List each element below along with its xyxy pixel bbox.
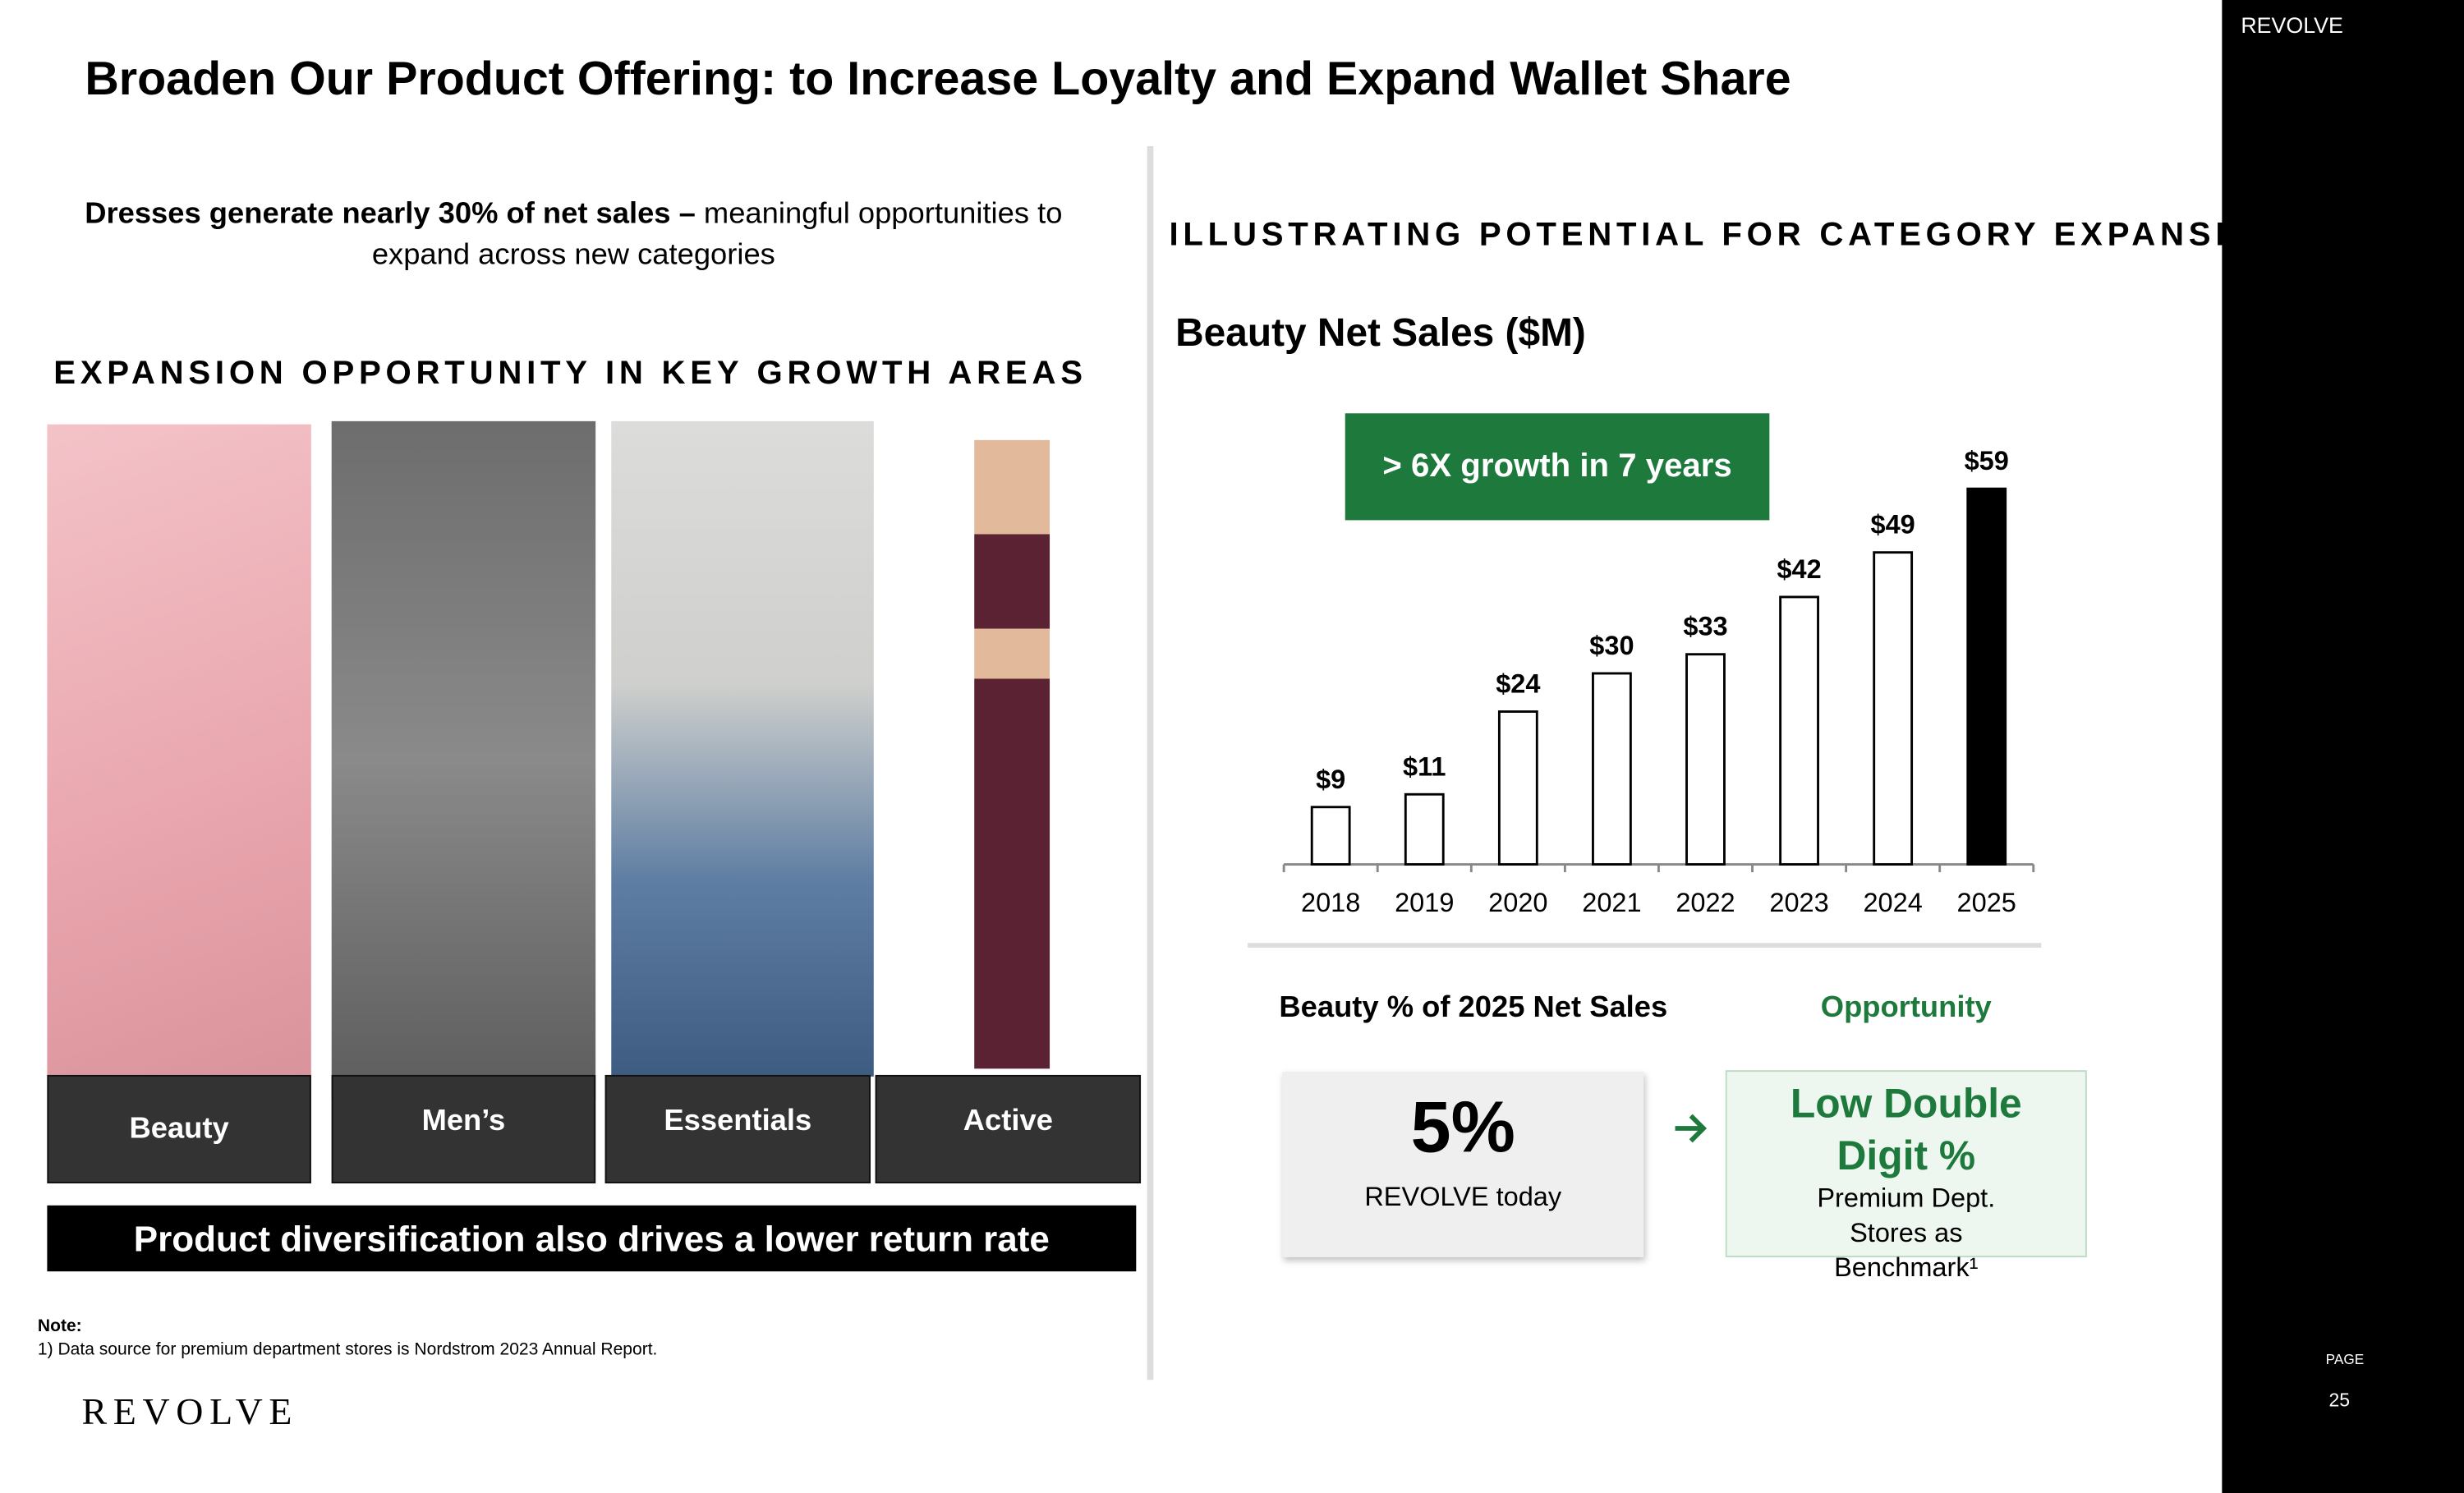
- x-tick-label: 2020: [1488, 888, 1547, 917]
- bar: [1779, 595, 1819, 866]
- bar: [1404, 792, 1445, 866]
- chart-title: Beauty Net Sales ($M): [1175, 310, 1586, 356]
- x-tick-label: 2018: [1301, 888, 1360, 917]
- x-tick-label: 2024: [1863, 888, 1922, 917]
- bar: [1310, 806, 1351, 866]
- share-label: Beauty % of 2025 Net Sales: [1279, 991, 1668, 1025]
- page-label: PAGE: [2325, 1351, 2365, 1367]
- bar: [1966, 487, 2007, 866]
- value-label: $9: [1316, 765, 1345, 794]
- value-label: $49: [1871, 510, 1915, 540]
- category-label: Essentials: [605, 1074, 871, 1184]
- opportunity-text: Premium Dept. Stores as Benchmark¹: [1817, 1183, 1996, 1283]
- intro-bold: Dresses generate nearly 30% of net sales…: [85, 198, 696, 232]
- sidebar: [2222, 0, 2464, 1493]
- note-text: 1) Data source for premium department st…: [37, 1340, 658, 1360]
- value-label: $11: [1403, 751, 1446, 781]
- banner: Product diversification also drives a lo…: [47, 1205, 1137, 1272]
- arrow: [1675, 1114, 1708, 1143]
- value-label: $42: [1777, 554, 1821, 584]
- today-value: 5%: [1410, 1086, 1515, 1168]
- logo: REVOLVE: [81, 1392, 299, 1434]
- note-label: Note:: [37, 1316, 82, 1336]
- bar: [1685, 653, 1726, 866]
- photo-active: [974, 439, 1050, 1069]
- value-label: $59: [1965, 446, 2009, 475]
- category-label: Active: [875, 1074, 1142, 1184]
- intro: Dresses generate nearly 30% of net sales…: [63, 195, 1085, 277]
- today-box: 5% REVOLVE today: [1282, 1072, 1644, 1257]
- separator: [1248, 943, 2042, 948]
- value-label: $30: [1589, 631, 1634, 660]
- value-label: $33: [1683, 612, 1727, 641]
- photo-mens: [331, 420, 596, 1100]
- callout: > 6X growth in 7 years: [1345, 413, 1770, 521]
- x-tick-label: 2025: [1957, 888, 2016, 917]
- category-label: Beauty: [47, 1074, 311, 1184]
- title: Broaden Our Product Offering: to Increas…: [85, 53, 1791, 106]
- photo-essentials: [611, 420, 874, 1077]
- page-number: 25: [2328, 1389, 2351, 1412]
- left-heading: EXPANSION OPPORTUNITY IN KEY GROWTH AREA…: [53, 355, 1087, 392]
- bar: [1873, 551, 1914, 866]
- divider: [1147, 145, 1154, 1380]
- bar: [1497, 710, 1538, 866]
- opportunity-label: Opportunity: [1820, 991, 1992, 1025]
- photo-beauty: [47, 424, 311, 1075]
- opportunity-value: Low Double Digit %: [1790, 1079, 2022, 1179]
- category-label: Men’s: [331, 1074, 596, 1184]
- x-tick-label: 2022: [1676, 888, 1735, 917]
- bar: [1592, 672, 1632, 866]
- brand: REVOLVE: [2241, 12, 2343, 38]
- x-tick-label: 2019: [1395, 888, 1454, 917]
- right-heading: ILLUSTRATING POTENTIAL FOR CATEGORY EXPA…: [1169, 217, 2288, 254]
- value-label: $24: [1496, 669, 1540, 699]
- intro-rest: meaningful opportunities to expand acros…: [371, 198, 1063, 273]
- x-tick-label: 2021: [1582, 888, 1641, 917]
- opportunity-box: Low Double Digit % Premium Dept. Stores …: [1725, 1070, 2087, 1283]
- x-tick-label: 2023: [1769, 888, 1828, 917]
- today-text: REVOLVE today: [1364, 1182, 1562, 1212]
